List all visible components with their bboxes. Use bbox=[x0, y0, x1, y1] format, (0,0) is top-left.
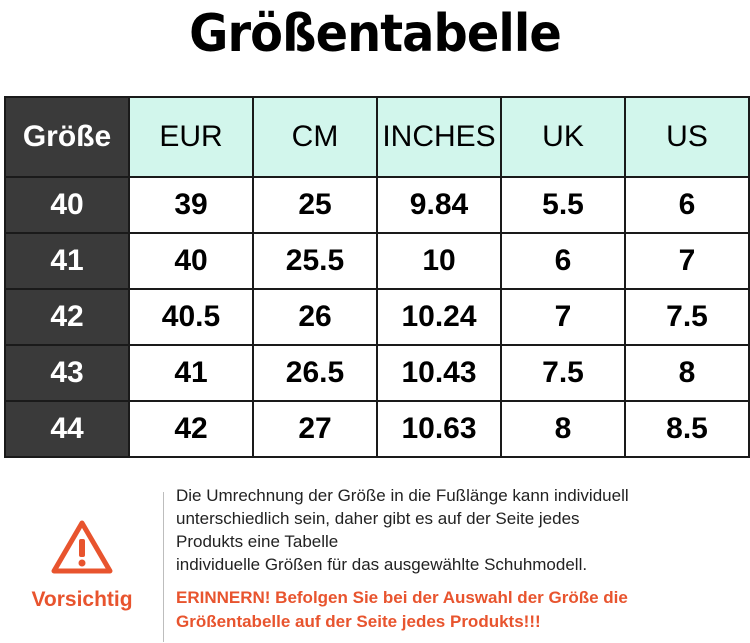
table-cell: 42 bbox=[128, 400, 254, 458]
reminder-line: ERINNERN! Befolgen Sie bei der Auswahl d… bbox=[176, 588, 628, 607]
table-row: 44 42 27 10.63 8 8.5 bbox=[4, 400, 750, 458]
table-header-row: Größe EUR CM INCHES UK US bbox=[4, 96, 750, 178]
info-text: Die Umrechnung der Größe in die Fußlänge… bbox=[176, 484, 742, 576]
table-row: 41 40 25.5 10 6 7 bbox=[4, 232, 750, 290]
table-cell: 41 bbox=[128, 344, 254, 402]
table-cell: 8.5 bbox=[624, 400, 750, 458]
column-header-size: Größe bbox=[4, 96, 130, 178]
table-cell: 10.63 bbox=[376, 400, 502, 458]
row-header-cell: 41 bbox=[4, 232, 130, 290]
table-cell: 40.5 bbox=[128, 288, 254, 346]
table-cell: 39 bbox=[128, 176, 254, 234]
row-header-cell: 42 bbox=[4, 288, 130, 346]
table-row: 40 39 25 9.84 5.5 6 bbox=[4, 176, 750, 234]
column-header-uk: UK bbox=[500, 96, 626, 178]
page-title: Größentabelle bbox=[189, 4, 562, 64]
table-cell: 10 bbox=[376, 232, 502, 290]
row-header-cell: 40 bbox=[4, 176, 130, 234]
info-line: individuelle Größen für das ausgewählte … bbox=[176, 555, 588, 574]
caution-block: Vorsichtig bbox=[22, 518, 142, 612]
table-cell: 10.43 bbox=[376, 344, 502, 402]
row-header-cell: 43 bbox=[4, 344, 130, 402]
table-cell: 6 bbox=[624, 176, 750, 234]
info-line: unterschiedlich sein, daher gibt es auf … bbox=[176, 509, 580, 528]
table-row: 43 41 26.5 10.43 7.5 8 bbox=[4, 344, 750, 402]
column-header-cm: CM bbox=[252, 96, 378, 178]
reminder-text: ERINNERN! Befolgen Sie bei der Auswahl d… bbox=[176, 586, 742, 634]
warning-triangle-icon bbox=[51, 520, 113, 574]
divider bbox=[163, 492, 164, 642]
table-cell: 10.24 bbox=[376, 288, 502, 346]
table-cell: 26 bbox=[252, 288, 378, 346]
column-header-inches: INCHES bbox=[376, 96, 502, 178]
table-cell: 8 bbox=[500, 400, 626, 458]
table-cell: 7 bbox=[500, 288, 626, 346]
table-cell: 27 bbox=[252, 400, 378, 458]
table-cell: 40 bbox=[128, 232, 254, 290]
column-header-eur: EUR bbox=[128, 96, 254, 178]
table-cell: 7.5 bbox=[624, 288, 750, 346]
table-cell: 26.5 bbox=[252, 344, 378, 402]
table-cell: 25 bbox=[252, 176, 378, 234]
info-line: Die Umrechnung der Größe in die Fußlänge… bbox=[176, 486, 629, 505]
table-cell: 8 bbox=[624, 344, 750, 402]
table-cell: 25.5 bbox=[252, 232, 378, 290]
table-cell: 7 bbox=[624, 232, 750, 290]
table-row: 42 40.5 26 10.24 7 7.5 bbox=[4, 288, 750, 346]
table-cell: 9.84 bbox=[376, 176, 502, 234]
caution-label: Vorsichtig bbox=[31, 588, 133, 611]
row-header-cell: 44 bbox=[4, 400, 130, 458]
info-line: Produkts eine Tabelle bbox=[176, 532, 339, 551]
notice-section: Vorsichtig Die Umrechnung der Größe in d… bbox=[0, 478, 750, 643]
reminder-line: Größentabelle auf der Seite jedes Produk… bbox=[176, 612, 541, 631]
table-cell: 6 bbox=[500, 232, 626, 290]
size-chart-table: Größe EUR CM INCHES UK US 40 39 25 9.84 … bbox=[4, 96, 750, 458]
column-header-us: US bbox=[624, 96, 750, 178]
table-cell: 7.5 bbox=[500, 344, 626, 402]
table-cell: 5.5 bbox=[500, 176, 626, 234]
